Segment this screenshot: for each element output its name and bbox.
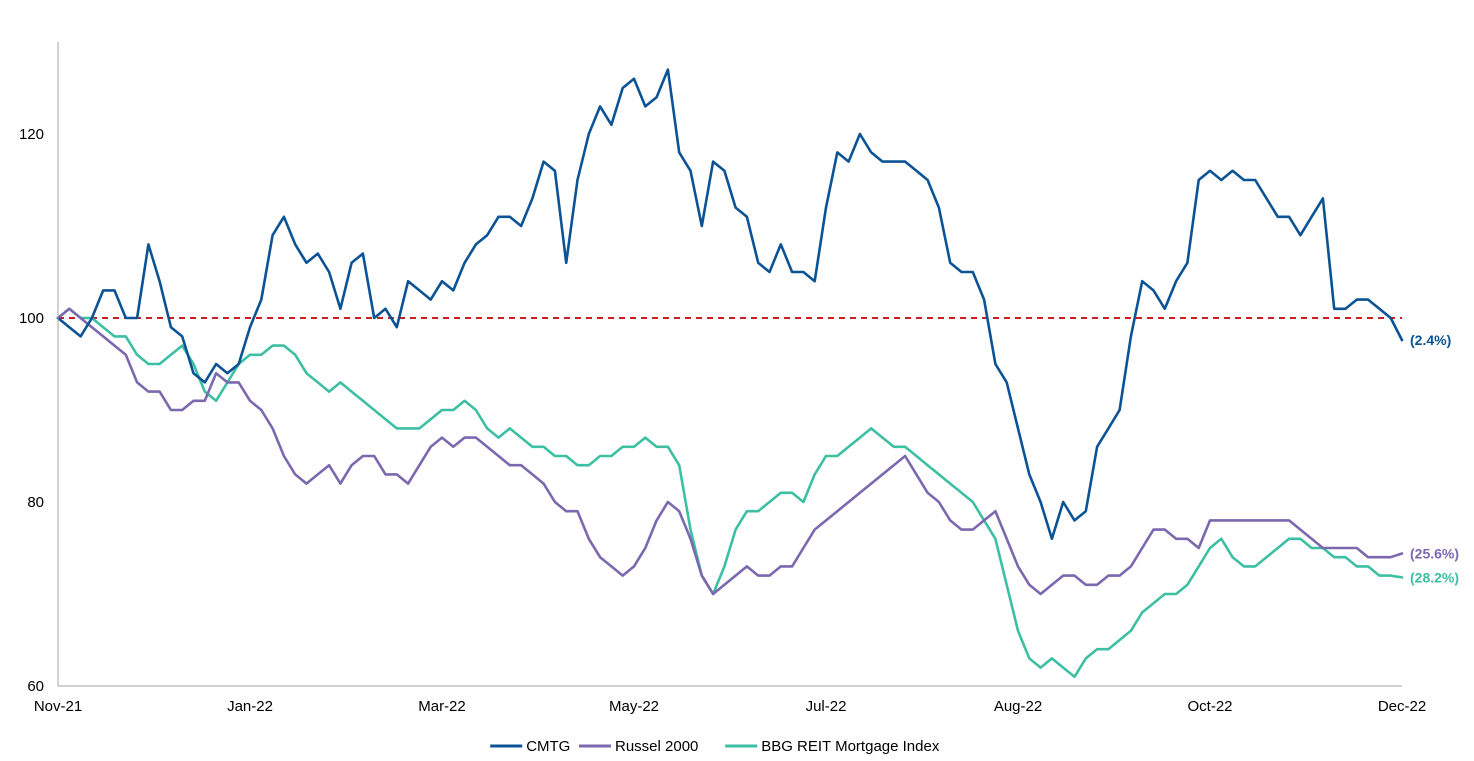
x-tick-label: Aug-22: [994, 698, 1042, 715]
series-line-russel-2000: [56, 307, 1404, 596]
x-tick-label: Dec-22: [1378, 698, 1426, 715]
series-line-bbg-reit-mortgage-index: [56, 307, 1404, 679]
x-tick-label: Nov-21: [34, 698, 82, 715]
x-tick-label: May-22: [609, 698, 659, 715]
legend-label: BBG REIT Mortgage Index: [761, 738, 940, 755]
y-axis-tick-labels: 60 80 100 120: [19, 126, 44, 695]
x-tick-label: Jan-22: [227, 698, 273, 715]
x-tick-label: Mar-22: [418, 698, 466, 715]
x-axis-tick-labels: Nov-21 Jan-22 Mar-22 May-22 Jul-22 Aug-22 Oct-…: [34, 698, 1426, 715]
legend-label: Russel 2000: [615, 738, 698, 755]
legend-item-russel-2000: Russel 2000: [579, 738, 698, 755]
legend: CMTG Russel 2000 BBG REIT Mortgage Index: [490, 738, 940, 755]
end-label-cmtg: (2.4%): [1410, 332, 1451, 348]
y-tick-label: 120: [19, 126, 44, 143]
series-lines: [56, 68, 1404, 679]
x-tick-label: Oct-22: [1187, 698, 1232, 715]
y-tick-label: 80: [27, 494, 44, 511]
series-line-cmtg: [56, 68, 1404, 541]
legend-item-cmtg: CMTG: [490, 738, 570, 755]
legend-item-bbg-reit-mortgage-index: BBG REIT Mortgage Index: [725, 738, 940, 755]
legend-label: CMTG: [526, 738, 570, 755]
y-tick-label: 60: [27, 678, 44, 695]
y-tick-label: 100: [19, 310, 44, 327]
end-label-bbg-reit-mortgage-index: (28.2%): [1410, 569, 1459, 585]
x-tick-label: Jul-22: [806, 698, 847, 715]
end-label-russel-2000: (25.6%): [1410, 546, 1459, 562]
series-end-labels: (2.4%) (25.6%) (28.2%): [1410, 332, 1459, 585]
